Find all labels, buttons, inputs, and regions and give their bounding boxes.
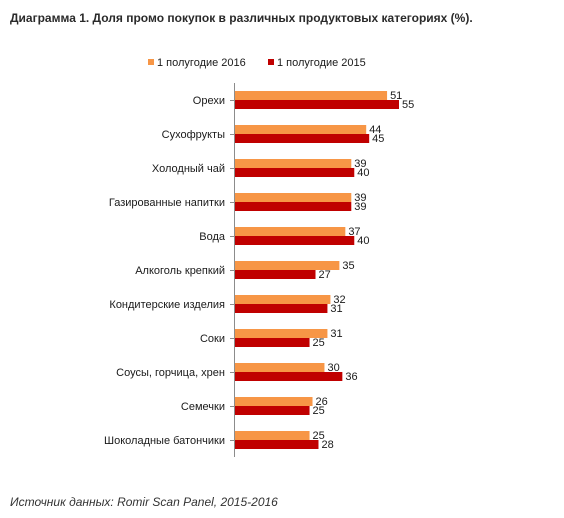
data-label: 31 (330, 328, 342, 340)
bar-2015 (235, 406, 310, 415)
category-label: Холодный чай (152, 163, 225, 175)
bar-2015 (235, 270, 316, 279)
data-label: 26 (316, 396, 328, 408)
bar-2016 (235, 329, 328, 338)
bar-2016 (235, 397, 313, 406)
bar-2016 (235, 125, 367, 134)
bar-2016 (235, 295, 331, 304)
data-label: 37 (348, 226, 360, 238)
bar-2015 (235, 440, 319, 449)
data-label: 30 (327, 362, 339, 374)
page-title: Диаграмма 1. Доля промо покупок в различ… (10, 11, 473, 25)
bar-2015 (235, 134, 370, 143)
category-label: Кондитерские изделия (109, 299, 225, 311)
category-label: Соусы, горчица, хрен (116, 367, 225, 379)
source-note: Источник данных: Romir Scan Panel, 2015-… (10, 495, 278, 509)
category-label: Соки (200, 333, 225, 345)
data-label: 51 (390, 90, 402, 102)
legend-swatch-2 (268, 59, 274, 65)
data-label: 31 (330, 303, 342, 315)
category-label: Газированные напитки (109, 197, 225, 209)
legend: 1 полугодие 2016 1 полугодие 2015 (148, 57, 366, 69)
bar-2015 (235, 338, 310, 347)
bar-2015 (235, 100, 399, 109)
category-label: Сухофрукты (162, 129, 225, 141)
data-label: 25 (313, 405, 325, 417)
category-label: Орехи (193, 95, 225, 107)
bar-2015 (235, 202, 352, 211)
data-label: 25 (313, 337, 325, 349)
bar-2015 (235, 304, 328, 313)
data-label: 36 (345, 371, 357, 383)
category-label: Алкоголь крепкий (135, 265, 225, 277)
data-label: 39 (354, 192, 366, 204)
data-label: 35 (342, 260, 354, 272)
bar-2016 (235, 159, 352, 168)
data-label: 55 (402, 99, 414, 111)
legend-label-2: 1 полугодие 2015 (277, 57, 366, 69)
category-label: Шоколадные батончики (104, 435, 225, 447)
bar-chart: 1 полугодие 2016 1 полугодие 2015 Орехи 51… (104, 57, 414, 457)
category-label: Вода (199, 231, 226, 243)
bar-2016 (235, 193, 352, 202)
bar-2016 (235, 431, 310, 440)
bar-2015 (235, 236, 355, 245)
bar-2016 (235, 91, 388, 100)
data-label: 45 (372, 133, 384, 145)
legend-label-1: 1 полугодие 2016 (157, 57, 246, 69)
data-label: 39 (354, 201, 366, 213)
bar-2016 (235, 363, 325, 372)
data-label: 39 (354, 158, 366, 170)
bar-2016 (235, 261, 340, 270)
bar-2016 (235, 227, 346, 236)
legend-swatch-1 (148, 59, 154, 65)
bar-2015 (235, 168, 355, 177)
data-label: 28 (321, 439, 333, 451)
data-label: 32 (333, 294, 345, 306)
data-label: 40 (357, 235, 369, 247)
data-label: 44 (369, 124, 381, 136)
data-label: 40 (357, 167, 369, 179)
data-label: 27 (319, 269, 331, 281)
data-label: 25 (313, 430, 325, 442)
bar-2015 (235, 372, 343, 381)
category-label: Семечки (181, 401, 225, 413)
